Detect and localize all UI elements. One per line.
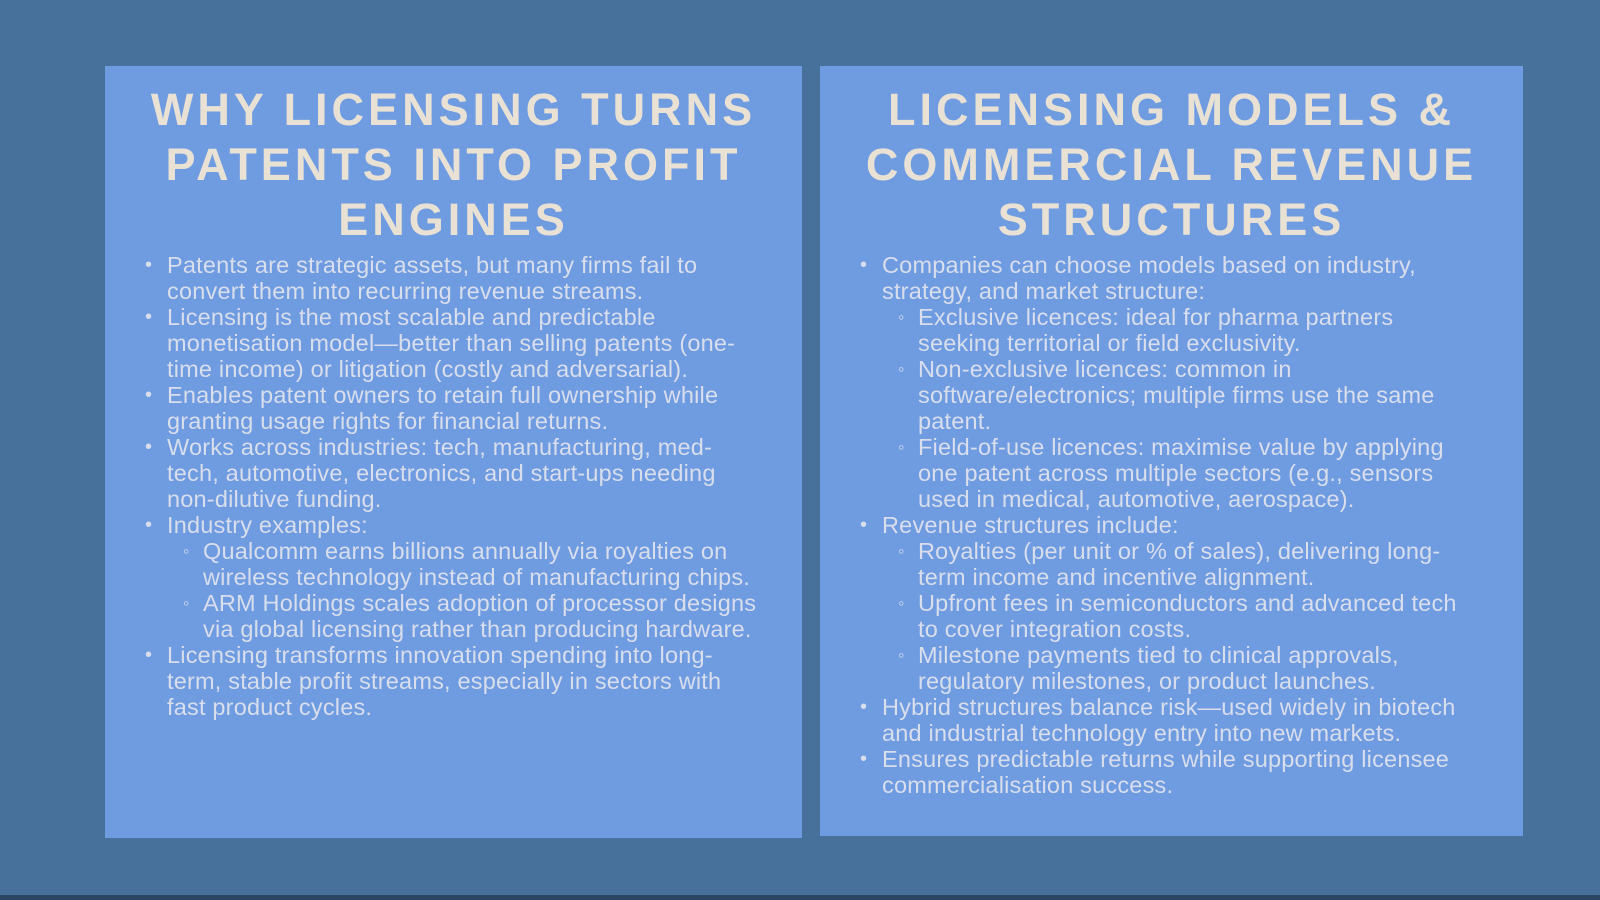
bullet-item-text: Hybrid structures balance risk—used wide…: [882, 694, 1456, 746]
sub-bullet-item-text: Exclusive licences: ideal for pharma par…: [918, 304, 1394, 356]
sub-bullet-item-text: Non-exclusive licences: common in softwa…: [918, 356, 1435, 434]
bullet-item-text: Works across industries: tech, manufactu…: [167, 434, 716, 512]
sub-bullet-item: ◦ Royalties (per unit or % of sales), del…: [860, 538, 1479, 590]
sub-bullet-item-text: Qualcomm earns billions annually via roy…: [203, 538, 751, 590]
bullet-item: • Licensing is the most scalable and pred…: [145, 304, 758, 382]
bullet-item-marker-icon: •: [145, 254, 153, 276]
bullet-item-text: Ensures predictable returns while suppor…: [882, 746, 1450, 798]
bullet-item-marker-icon: •: [145, 514, 153, 536]
bullet-item: • Industry examples:: [145, 512, 758, 538]
sub-bullet-item-marker-icon: ◦: [898, 593, 905, 613]
bullet-item: • Patents are strategic assets, but many …: [145, 252, 758, 304]
sub-bullet-item-marker-icon: ◦: [898, 307, 905, 327]
panel-licensing-models: LICENSING MODELS & COMMERCIAL REVENUE ST…: [820, 66, 1523, 836]
sub-bullet-item: ◦ Non-exclusive licences: common in softw…: [860, 356, 1479, 434]
bullet-item-marker-icon: •: [145, 306, 153, 328]
bullet-item-marker-icon: •: [145, 384, 153, 406]
bullet-item: • Hybrid structures balance risk—used wid…: [860, 694, 1479, 746]
sub-bullet-item-marker-icon: ◦: [898, 645, 905, 665]
bullet-item-marker-icon: •: [860, 514, 868, 536]
panel-title-licensing-models: LICENSING MODELS & COMMERCIAL REVENUE ST…: [865, 84, 1478, 245]
bullet-item-text: Enables patent owners to retain full own…: [167, 382, 719, 434]
sub-bullet-item-marker-icon: ◦: [183, 541, 190, 561]
sub-bullet-item-text: ARM Holdings scales adoption of processo…: [203, 590, 757, 642]
sub-bullet-item: ◦ ARM Holdings scales adoption of process…: [145, 590, 758, 642]
bullet-item-marker-icon: •: [860, 254, 868, 276]
bullet-item: • Ensures predictable returns while suppo…: [860, 746, 1479, 798]
bullet-item-text: Revenue structures include:: [882, 512, 1179, 538]
sub-bullet-item-text: Upfront fees in semiconductors and advan…: [918, 590, 1457, 642]
panel-body-licensing-models: • Companies can choose models based on in…: [820, 252, 1523, 798]
sub-bullet-item-text: Field-of-use licences: maximise value by…: [918, 434, 1444, 512]
bullet-item-marker-icon: •: [145, 644, 153, 666]
bullet-item: • Licensing transforms innovation spendin…: [145, 642, 758, 720]
sub-bullet-item: ◦ Qualcomm earns billions annually via ro…: [145, 538, 758, 590]
panel-body-why-licensing: • Patents are strategic assets, but many …: [105, 252, 802, 720]
panel-title-why-licensing: WHY LICENSING TURNS PATENTS INTO PROFIT …: [150, 84, 757, 245]
sub-bullet-item-text: Royalties (per unit or % of sales), deli…: [918, 538, 1441, 590]
bullet-item-text: Industry examples:: [167, 512, 368, 538]
panel-why-licensing: WHY LICENSING TURNS PATENTS INTO PROFIT …: [105, 66, 802, 838]
sub-bullet-item-marker-icon: ◦: [898, 541, 905, 561]
sub-bullet-item-text: Milestone payments tied to clinical appr…: [918, 642, 1399, 694]
sub-bullet-item-marker-icon: ◦: [183, 593, 190, 613]
bullet-item-marker-icon: •: [145, 436, 153, 458]
sub-bullet-item-marker-icon: ◦: [898, 359, 905, 379]
bullet-item-text: Licensing transforms innovation spending…: [167, 642, 722, 720]
bullet-item-text: Licensing is the most scalable and predi…: [167, 304, 736, 382]
bullet-item: • Enables patent owners to retain full ow…: [145, 382, 758, 434]
sub-bullet-item: ◦ Field-of-use licences: maximise value b…: [860, 434, 1479, 512]
bullet-item: • Companies can choose models based on in…: [860, 252, 1479, 304]
sub-bullet-item: ◦ Milestone payments tied to clinical app…: [860, 642, 1479, 694]
bottom-accent-strip: [0, 895, 1600, 900]
sub-bullet-item-marker-icon: ◦: [898, 437, 905, 457]
bullet-item: • Works across industries: tech, manufact…: [145, 434, 758, 512]
bullet-item-marker-icon: •: [860, 696, 868, 718]
bullet-item-text: Patents are strategic assets, but many f…: [167, 252, 698, 304]
bullet-item-marker-icon: •: [860, 748, 868, 770]
bullet-item: • Revenue structures include:: [860, 512, 1479, 538]
sub-bullet-item: ◦ Upfront fees in semiconductors and adva…: [860, 590, 1479, 642]
bullet-item-text: Companies can choose models based on ind…: [882, 252, 1416, 304]
sub-bullet-item: ◦ Exclusive licences: ideal for pharma pa…: [860, 304, 1479, 356]
